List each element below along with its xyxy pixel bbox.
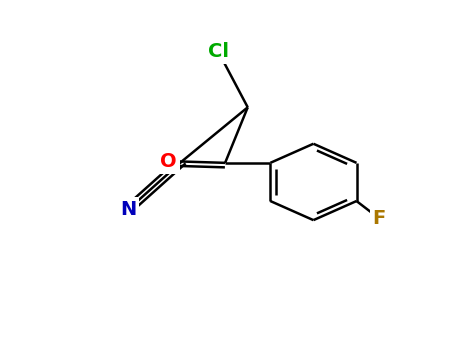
Text: N: N <box>120 200 136 219</box>
Text: O: O <box>160 152 177 170</box>
Text: Cl: Cl <box>208 42 229 61</box>
Text: F: F <box>373 209 386 228</box>
